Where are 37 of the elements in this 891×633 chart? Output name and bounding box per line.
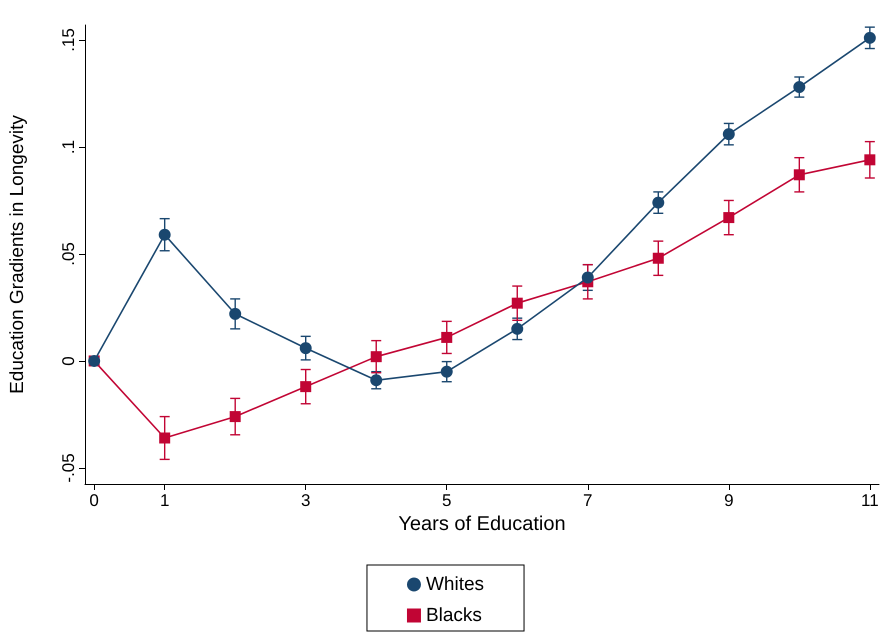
point — [300, 381, 312, 392]
y-tick-label: 0 — [59, 356, 78, 366]
x-axis-title: Years of Education — [398, 512, 566, 535]
point — [864, 154, 876, 166]
point — [652, 196, 664, 209]
point — [370, 374, 382, 386]
point — [512, 298, 523, 309]
x-tick-label: 0 — [89, 491, 99, 510]
y-tick-label: .05 — [59, 242, 78, 266]
x-tick-label: 9 — [724, 491, 734, 510]
point — [230, 411, 241, 422]
legend-label: Whites — [426, 574, 484, 595]
point — [793, 81, 806, 94]
point — [582, 272, 594, 284]
point — [440, 366, 453, 378]
y-tick-label: .1 — [59, 140, 78, 154]
y-axis-title: Education Gradients in Longevity — [7, 114, 28, 394]
y-tick-label: -.05 — [59, 453, 78, 483]
legend-label: Blacks — [426, 605, 482, 626]
x-tick-label: 5 — [442, 491, 452, 510]
point — [229, 308, 242, 320]
point — [511, 322, 524, 335]
point — [441, 332, 452, 343]
point — [722, 128, 735, 140]
point — [300, 342, 312, 354]
point — [652, 252, 664, 264]
x-tick-label: 7 — [583, 491, 593, 510]
point — [794, 169, 805, 180]
point — [159, 432, 170, 444]
point — [723, 212, 734, 224]
point — [158, 228, 171, 241]
point — [864, 32, 876, 44]
y-tick-label: .15 — [59, 28, 78, 52]
point — [370, 351, 382, 362]
x-tick-label: 1 — [160, 491, 170, 510]
x-tick-label: 3 — [300, 491, 310, 510]
x-tick-label: 11 — [861, 491, 879, 510]
